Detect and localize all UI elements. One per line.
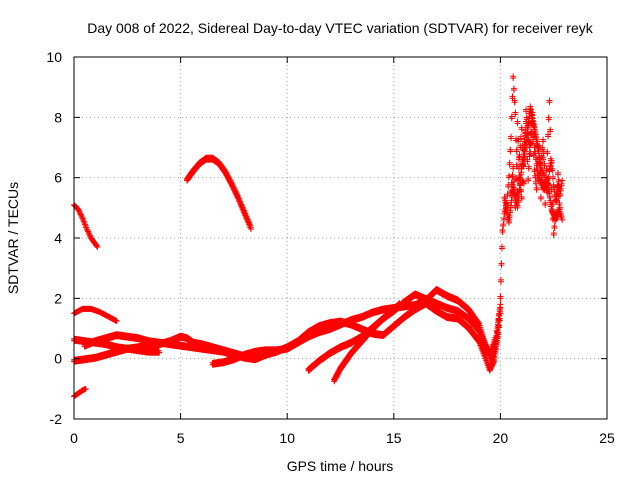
y-axis-label: SDTVAR / TECUs — [5, 182, 21, 294]
data-point — [83, 225, 90, 232]
y-tick-label: 4 — [54, 230, 62, 246]
data-point — [75, 206, 82, 213]
data-point — [82, 385, 89, 392]
data-point — [78, 214, 85, 221]
x-tick-label: 5 — [177, 430, 185, 446]
data-points — [71, 73, 566, 400]
x-tick-label: 20 — [493, 430, 509, 446]
data-point — [86, 231, 93, 238]
data-point — [84, 227, 91, 234]
data-point — [113, 317, 120, 324]
x-axis-label: GPS time / hours — [287, 458, 394, 474]
data-point — [86, 232, 93, 239]
x-tick-label: 10 — [279, 430, 295, 446]
y-tick-label: -2 — [50, 411, 63, 427]
data-point — [85, 229, 92, 236]
data-point — [77, 210, 84, 217]
x-tick-label: 0 — [70, 430, 78, 446]
data-series-segment — [71, 201, 101, 251]
data-point — [156, 349, 163, 356]
data-point — [76, 208, 83, 215]
data-series-segment — [71, 385, 89, 400]
y-tick-label: 2 — [54, 290, 62, 306]
data-series-segment — [71, 305, 120, 324]
y-tick-label: 10 — [46, 49, 62, 65]
y-tick-label: 8 — [54, 109, 62, 125]
data-point — [94, 244, 101, 251]
y-tick-label: 6 — [54, 170, 62, 186]
x-tick-label: 15 — [386, 430, 402, 446]
y-tick-label: 0 — [54, 351, 62, 367]
data-point — [75, 207, 82, 214]
data-point — [85, 228, 92, 235]
x-tick-label: 25 — [599, 430, 615, 446]
data-point — [77, 211, 84, 218]
chart-title: Day 008 of 2022, Sidereal Day-to-day VTE… — [87, 20, 593, 36]
data-point — [93, 243, 100, 250]
data-point — [78, 212, 85, 219]
